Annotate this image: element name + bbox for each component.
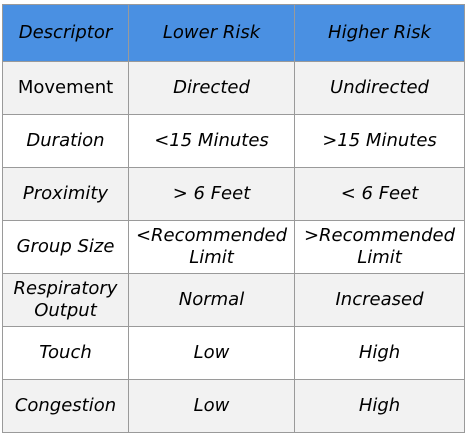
descriptor-cell: Touch xyxy=(2,326,129,380)
lower-risk-cell: Low xyxy=(128,326,295,380)
lower-risk-cell: Directed xyxy=(128,61,295,115)
header-lower-risk: Lower Risk xyxy=(128,4,295,62)
descriptor-cell: Congestion xyxy=(2,379,129,433)
table-row-congestion: Congestion Low High xyxy=(2,379,465,433)
lower-risk-cell: > 6 Feet xyxy=(128,167,295,221)
table-row-proximity: Proximity > 6 Feet < 6 Feet xyxy=(2,167,465,221)
risk-descriptor-table: Descriptor Lower Risk Higher Risk Moveme… xyxy=(2,4,465,433)
higher-risk-cell: >15 Minutes xyxy=(294,114,465,168)
table-row-respiratory-output: Respiratory Output Normal Increased xyxy=(2,273,465,327)
lower-risk-cell: <Recommended Limit xyxy=(128,220,295,274)
table-header-row: Descriptor Lower Risk Higher Risk xyxy=(2,4,465,62)
lower-risk-cell: Normal xyxy=(128,273,295,327)
header-descriptor: Descriptor xyxy=(2,4,129,62)
descriptor-cell: Proximity xyxy=(2,167,129,221)
table-row-duration: Duration <15 Minutes >15 Minutes xyxy=(2,114,465,168)
header-higher-risk: Higher Risk xyxy=(294,4,465,62)
higher-risk-cell: High xyxy=(294,326,465,380)
lower-risk-cell: <15 Minutes xyxy=(128,114,295,168)
higher-risk-cell: >Recommended Limit xyxy=(294,220,465,274)
descriptor-cell: Duration xyxy=(2,114,129,168)
descriptor-cell: Respiratory Output xyxy=(2,273,129,327)
higher-risk-cell: Increased xyxy=(294,273,465,327)
descriptor-cell: Movement xyxy=(2,61,129,115)
table-row-group-size: Group Size <Recommended Limit >Recommend… xyxy=(2,220,465,274)
higher-risk-cell: < 6 Feet xyxy=(294,167,465,221)
table-row-touch: Touch Low High xyxy=(2,326,465,380)
descriptor-cell: Group Size xyxy=(2,220,129,274)
table-row-movement: Movement Directed Undirected xyxy=(2,61,465,115)
lower-risk-cell: Low xyxy=(128,379,295,433)
higher-risk-cell: Undirected xyxy=(294,61,465,115)
higher-risk-cell: High xyxy=(294,379,465,433)
